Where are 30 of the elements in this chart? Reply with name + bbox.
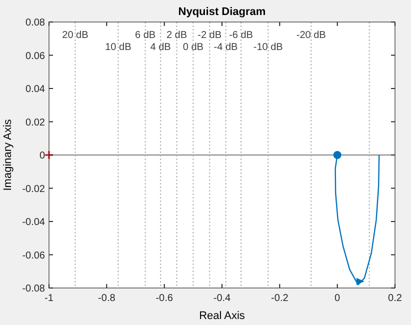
y-tick-label: -0.06 — [22, 250, 46, 262]
ref-line-label: 6 dB — [135, 30, 156, 41]
y-tick-label: 0.06 — [26, 50, 46, 62]
ref-line-label: -6 dB — [229, 30, 254, 41]
y-tick-label: -0.04 — [22, 217, 46, 228]
x-tick-label: 0 — [334, 293, 341, 304]
x-tick-label: -0.8 — [98, 293, 116, 304]
x-tick-label: -1 — [44, 293, 54, 304]
y-tick-label: 0 — [39, 150, 46, 162]
y-tick-label: -0.02 — [22, 184, 46, 195]
ref-line-label: 2 dB — [166, 30, 188, 41]
ref-line-label: -4 dB — [214, 42, 238, 53]
y-axis-title: Imaginary Axis — [2, 118, 14, 191]
y-tick-label: -0.08 — [22, 284, 46, 294]
x-tick-label: 0.2 — [388, 293, 402, 304]
ref-line-label: 20 dB — [62, 30, 89, 41]
ref-line-label: -2 dB — [198, 30, 222, 41]
chart-title: Nyquist Diagram — [178, 6, 266, 18]
x-tick-label: -0.4 — [213, 293, 232, 304]
ref-line-label: 10 dB — [105, 42, 132, 53]
ref-line-label: 4 dB — [150, 42, 172, 53]
x-tick-label: -0.6 — [156, 293, 174, 304]
x-axis-title: Real Axis — [199, 310, 246, 322]
ref-line-label: -20 dB — [296, 30, 326, 41]
ref-line-label: -10 dB — [253, 42, 284, 53]
y-tick-label: 0.02 — [26, 117, 46, 128]
ref-line-label: 0 dB — [182, 42, 204, 53]
x-tick-label: -0.2 — [271, 293, 289, 304]
y-tick-label: 0.04 — [26, 84, 46, 95]
y-tick-label: 0.08 — [26, 18, 46, 28]
